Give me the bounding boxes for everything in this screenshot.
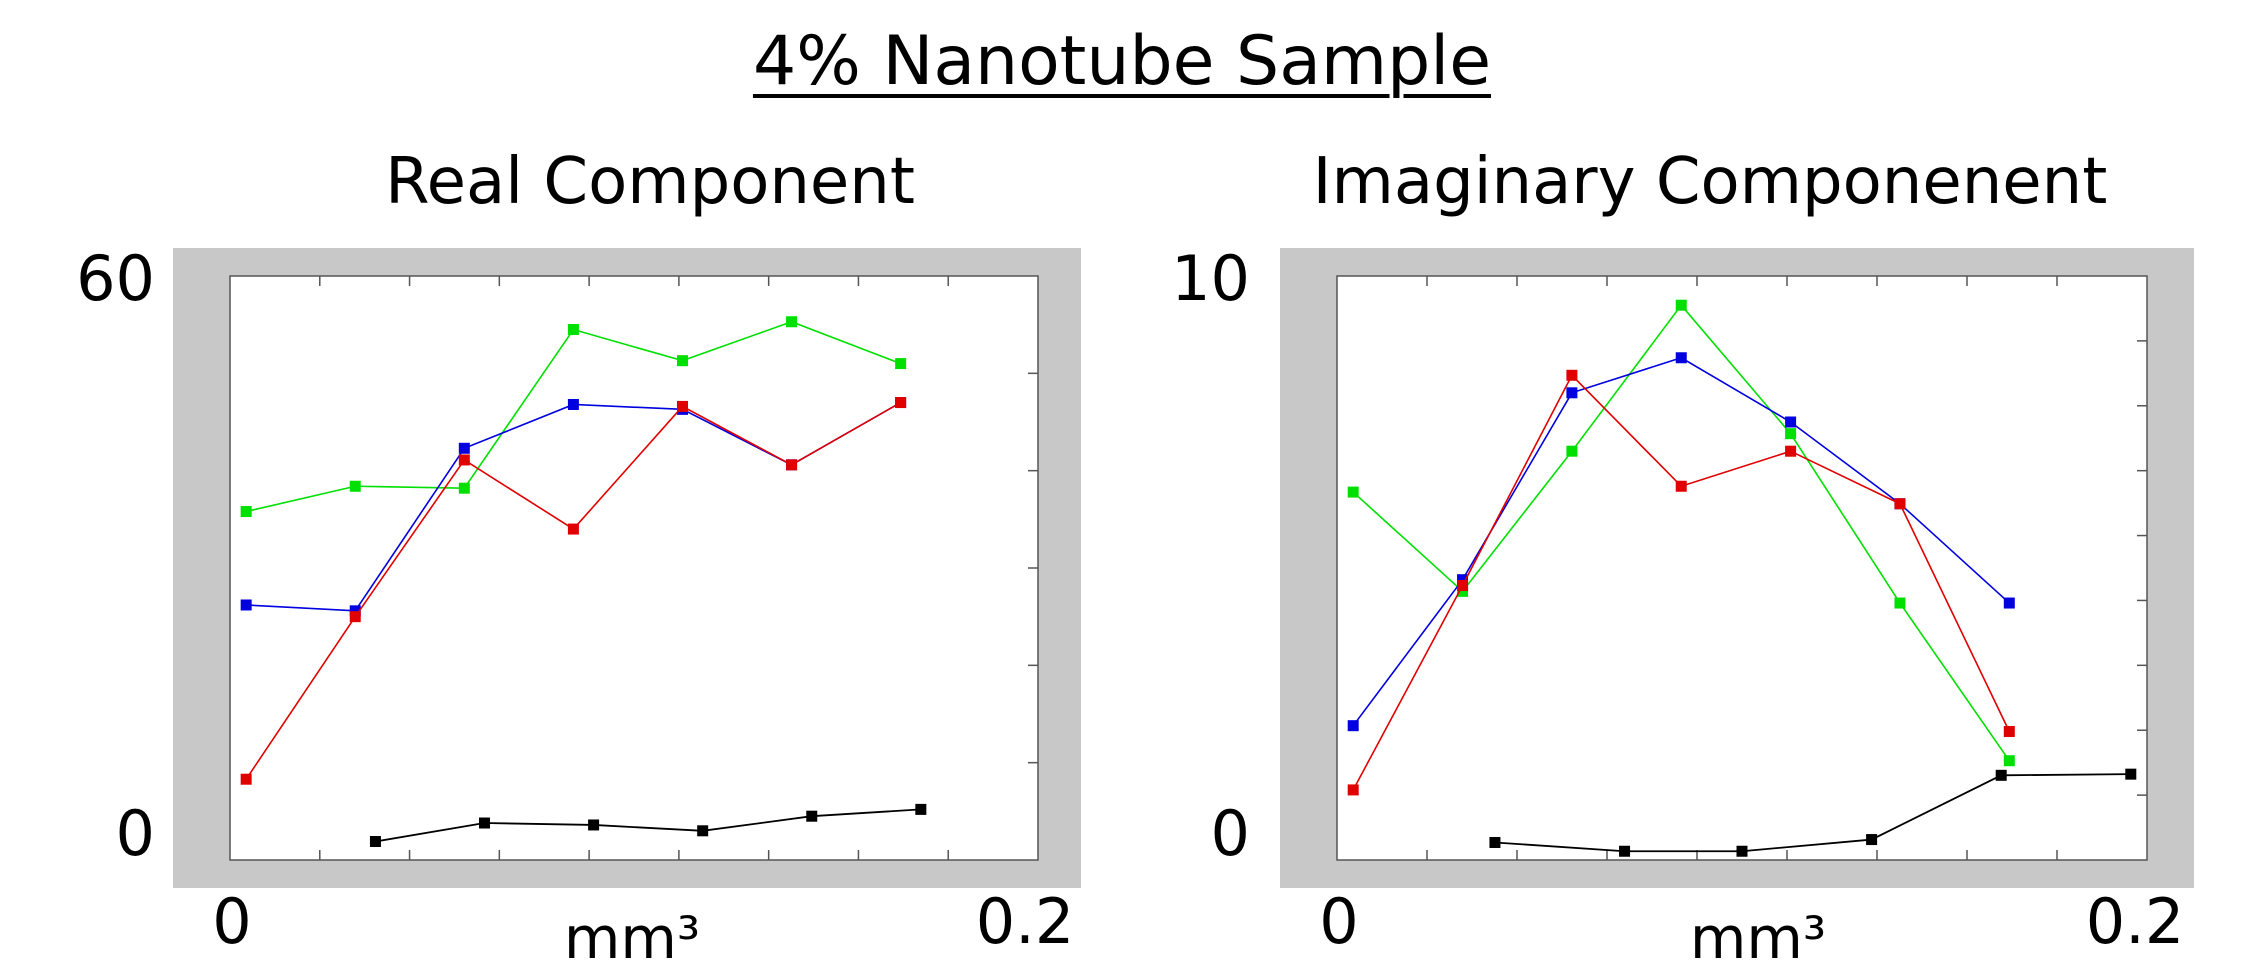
imag-data-point-blue: [2003, 597, 2015, 609]
real-data-point-blue: [567, 398, 579, 410]
page-title: 4% Nanotube Sample: [752, 22, 1492, 101]
imag-series-line-black: [1494, 773, 2131, 853]
imag-data-point-green: [1566, 445, 1578, 457]
imag-y-tick-label: 10: [1171, 242, 1250, 315]
imag-y-tick-label: 0: [1211, 797, 1250, 870]
chart-real-component: Real Component 0 60 0 0.2 mm³: [76, 145, 1081, 961]
real-x-tick-label: 0: [212, 885, 251, 958]
imag-data-point-green: [1894, 597, 1906, 609]
real-data-point-black: [806, 810, 818, 822]
real-data-point-black: [697, 825, 709, 837]
real-data-point-green: [676, 355, 688, 367]
imag-data-point-red: [1457, 580, 1469, 592]
imag-chart-title: Imaginary Componenent: [1313, 145, 2108, 219]
real-x-axis-label: mm³: [564, 904, 700, 961]
real-data-point-green: [895, 358, 907, 370]
imag-data-point-black: [1866, 834, 1878, 846]
real-data-point-red: [786, 459, 798, 471]
real-data-point-black: [369, 836, 381, 848]
real-y-tick-label: 0: [116, 797, 155, 870]
imag-data-point-blue: [1566, 387, 1578, 399]
real-data-point-red: [349, 611, 361, 623]
real-data-point-red: [567, 523, 579, 535]
imag-data-point-black: [2125, 768, 2137, 780]
imag-plot-area: [1336, 275, 2148, 861]
imag-x-tick-label: 0: [1319, 885, 1358, 958]
real-series-line-black: [375, 808, 921, 843]
real-data-point-black: [915, 803, 927, 815]
imag-data-point-green: [1347, 486, 1359, 498]
real-chart-title: Real Component: [385, 145, 915, 219]
real-data-point-red: [895, 397, 907, 409]
real-data-point-black: [479, 817, 491, 829]
real-data-point-blue: [240, 599, 252, 611]
real-data-point-black: [588, 819, 600, 831]
real-data-point-green: [567, 324, 579, 336]
real-data-point-red: [240, 773, 252, 785]
imag-data-point-black: [1619, 845, 1631, 857]
imag-data-point-black: [1489, 836, 1501, 848]
real-y-tick-label: 60: [76, 242, 155, 315]
imag-data-point-red: [2003, 726, 2015, 738]
imag-x-tick-label: 0.2: [2086, 885, 2185, 958]
real-data-point-green: [240, 506, 252, 518]
imag-data-point-red: [1347, 784, 1359, 796]
real-data-point-blue: [349, 605, 361, 617]
real-data-point-green: [786, 316, 798, 328]
imag-data-point-red: [1785, 445, 1797, 457]
imag-data-point-blue: [1785, 416, 1797, 428]
imag-data-point-black: [1995, 769, 2007, 781]
imag-data-point-green: [1785, 428, 1797, 440]
imag-data-point-blue: [1347, 720, 1359, 732]
real-data-point-red: [458, 454, 470, 466]
imag-data-point-red: [1566, 369, 1578, 381]
imag-data-point-green: [1675, 299, 1687, 311]
real-plot-area: [229, 275, 1039, 861]
imag-data-point-blue: [1457, 574, 1469, 586]
real-data-point-green: [349, 480, 361, 492]
imag-data-point-red: [1894, 498, 1906, 510]
chart-imaginary-component: Imaginary Componenent 0 10 0 0.2 mm³: [1171, 145, 2194, 961]
imag-data-point-black: [1736, 845, 1748, 857]
imag-data-point-blue: [1675, 352, 1687, 364]
imag-data-point-red: [1675, 480, 1687, 492]
real-data-point-green: [458, 482, 470, 494]
real-data-point-red: [676, 400, 688, 412]
imag-data-point-green: [2003, 755, 2015, 767]
imag-x-axis-label: mm³: [1690, 904, 1826, 961]
real-x-tick-label: 0.2: [976, 885, 1075, 958]
imag-data-point-green: [1457, 585, 1469, 597]
real-data-point-blue: [458, 442, 470, 454]
